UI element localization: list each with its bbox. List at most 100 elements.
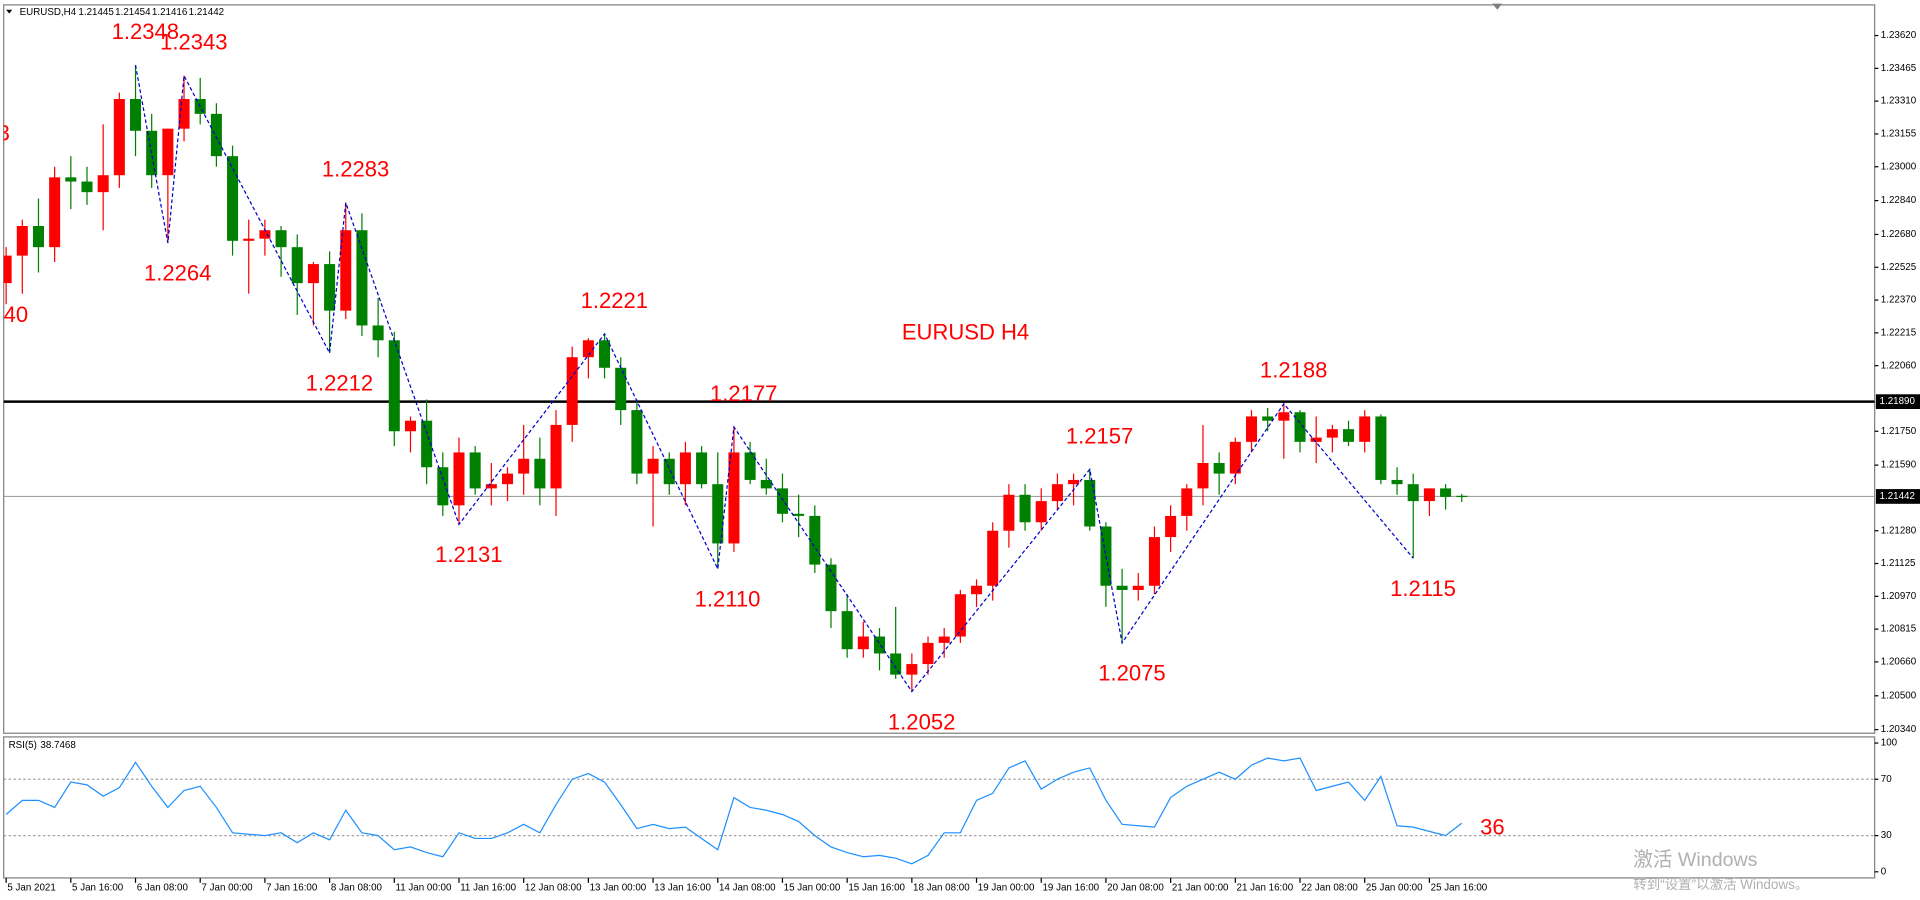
shift-marker bbox=[1492, 3, 1503, 10]
candle-body bbox=[1051, 484, 1063, 502]
candle-body bbox=[453, 452, 465, 506]
candle-body bbox=[259, 230, 271, 239]
candle-body bbox=[1213, 463, 1225, 474]
candle-body bbox=[178, 99, 190, 129]
candle-body bbox=[1084, 479, 1096, 527]
x-tick-label: 5 Jan 2021 bbox=[7, 882, 55, 893]
candle-body bbox=[841, 611, 853, 650]
x-tick-label: 13 Jan 00:00 bbox=[590, 882, 647, 893]
candle-body bbox=[1165, 515, 1177, 538]
candle-body bbox=[1068, 479, 1080, 485]
x-tick-label: 18 Jan 08:00 bbox=[913, 882, 970, 893]
header-low: 1.21416 bbox=[152, 7, 188, 18]
zigzag-label: 1.2221 bbox=[581, 288, 648, 313]
candle-body bbox=[1262, 416, 1274, 421]
x-tick-label: 19 Jan 16:00 bbox=[1042, 882, 1099, 893]
y-tick-label: 1.22370 bbox=[1881, 295, 1917, 306]
x-tick-label: 15 Jan 00:00 bbox=[784, 882, 841, 893]
y-tick-label: 30 bbox=[1881, 830, 1892, 841]
candle-body bbox=[1100, 526, 1112, 586]
candle-body bbox=[744, 452, 756, 480]
zigzag-label: 1.2348 bbox=[112, 19, 179, 44]
candle-body bbox=[340, 230, 352, 311]
candle-body bbox=[162, 128, 174, 176]
candle-body bbox=[534, 458, 546, 489]
candle-body bbox=[1440, 488, 1452, 497]
y-tick-label: 70 bbox=[1881, 774, 1892, 785]
menu-triangle[interactable] bbox=[6, 9, 13, 14]
candle-body bbox=[1343, 429, 1355, 442]
chart-title: EURUSD H4 bbox=[902, 319, 1029, 344]
candle-body bbox=[825, 564, 837, 612]
candle-body bbox=[3, 255, 12, 284]
x-tick-label: 19 Jan 00:00 bbox=[978, 882, 1035, 893]
candle-body bbox=[1375, 416, 1387, 480]
y-tick-label: 1.21590 bbox=[1881, 460, 1917, 471]
candle-body bbox=[421, 420, 433, 468]
rsi-value: 38.7468 bbox=[40, 740, 76, 751]
candle-body bbox=[1278, 412, 1290, 421]
candle-body bbox=[291, 247, 303, 284]
watermark-subtitle: 转到“设置”以激活 Windows。 bbox=[1633, 877, 1808, 892]
zigzag-label: 1.2212 bbox=[306, 371, 373, 396]
y-tick-label: 1.22525 bbox=[1881, 262, 1917, 273]
edge-annotation: 40 bbox=[4, 302, 29, 327]
y-tick-label: 1.23465 bbox=[1881, 63, 1917, 74]
x-tick-label: 8 Jan 08:00 bbox=[331, 882, 383, 893]
x-tick-label: 20 Jan 08:00 bbox=[1107, 882, 1164, 893]
candle-body bbox=[760, 479, 772, 489]
candle-body bbox=[1132, 585, 1144, 590]
x-tick-label: 13 Jan 16:00 bbox=[654, 882, 711, 893]
x-tick-label: 11 Jan 16:00 bbox=[460, 882, 516, 893]
zigzag-label: 1.2188 bbox=[1260, 358, 1327, 383]
candle-body bbox=[550, 424, 562, 489]
x-tick-label: 5 Jan 16:00 bbox=[72, 882, 124, 893]
x-tick-label: 21 Jan 00:00 bbox=[1172, 882, 1229, 893]
candle-body bbox=[1245, 416, 1258, 442]
candle-body bbox=[518, 458, 530, 474]
header-high: 1.21454 bbox=[115, 7, 151, 18]
candle-body bbox=[437, 467, 449, 506]
candle-body bbox=[1310, 437, 1322, 442]
edge-annotation: 3 bbox=[0, 121, 10, 146]
price-label: 1.21890 bbox=[1880, 396, 1916, 407]
main-plot: 1.2348 1.2264 1.2343 1.2212 1.2283 1.2131 1.22… bbox=[0, 19, 1875, 734]
rsi-title: RSI(5) bbox=[9, 740, 37, 751]
candle-body bbox=[938, 636, 950, 643]
x-tick-label: 21 Jan 16:00 bbox=[1237, 882, 1294, 893]
candle-body bbox=[631, 410, 643, 474]
zigzag-label: 1.2177 bbox=[710, 381, 777, 406]
candle-body bbox=[113, 99, 125, 176]
candle-body bbox=[776, 488, 788, 514]
candle-body bbox=[922, 642, 934, 665]
zigzag-label: 1.2075 bbox=[1098, 661, 1165, 686]
candle-body bbox=[890, 653, 902, 675]
candle-body bbox=[49, 177, 61, 248]
candle-body bbox=[1423, 488, 1435, 502]
rsi-line bbox=[5, 757, 1463, 865]
zigzag-label: 1.2110 bbox=[695, 587, 761, 612]
candle-body bbox=[615, 367, 627, 411]
candle-body bbox=[582, 340, 594, 358]
candle-body bbox=[32, 225, 44, 248]
zigzag-label: 1.2052 bbox=[888, 709, 955, 734]
axes: 1.23620 1.23465 1.23310 1.23155 1.23000 1.228… bbox=[5, 30, 1920, 893]
candle-body bbox=[1197, 463, 1209, 489]
candle-body bbox=[1181, 488, 1193, 516]
candle-body bbox=[469, 452, 481, 489]
y-tick-label: 1.22215 bbox=[1881, 327, 1917, 338]
candle-body bbox=[793, 513, 805, 516]
y-tick-label: 1.22060 bbox=[1881, 360, 1917, 371]
candle-body bbox=[987, 530, 999, 586]
zigzag-label: 1.2131 bbox=[435, 542, 502, 567]
x-tick-label: 7 Jan 00:00 bbox=[201, 882, 253, 893]
candle-body bbox=[243, 238, 255, 241]
candle-body bbox=[599, 340, 611, 368]
candle-body bbox=[1391, 479, 1403, 485]
y-tick-label: 1.23155 bbox=[1881, 129, 1917, 140]
zigzag-label: 1.2115 bbox=[1390, 576, 1456, 601]
x-tick-label: 14 Jan 08:00 bbox=[719, 882, 776, 893]
